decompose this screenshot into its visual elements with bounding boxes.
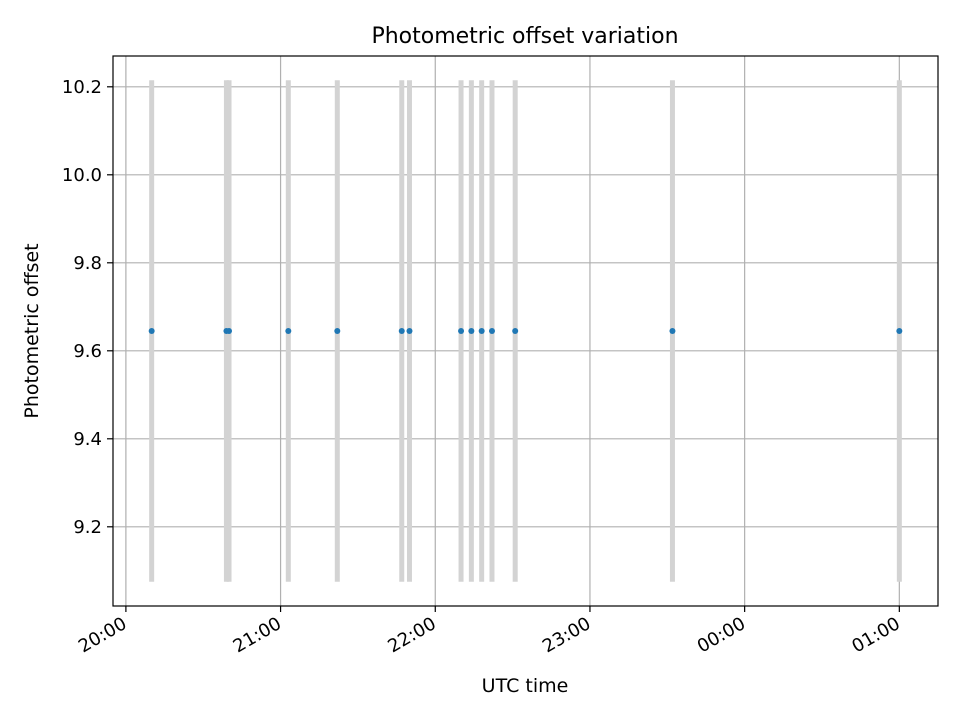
y-tick-label: 9.2	[73, 517, 102, 538]
data-point	[285, 328, 292, 334]
data-point	[406, 328, 413, 334]
x-tick-label: 00:00	[694, 613, 749, 657]
y-tick-label: 9.8	[73, 253, 102, 274]
y-tick-label: 10.2	[62, 77, 102, 98]
x-tick-label: 22:00	[384, 613, 439, 657]
x-axis-label: UTC time	[482, 675, 569, 697]
data-point	[468, 328, 475, 334]
data-point	[896, 328, 903, 334]
data-point	[458, 328, 465, 334]
x-tick-label: 21:00	[230, 613, 285, 657]
data-point	[488, 328, 495, 334]
grid-lines	[113, 56, 938, 606]
error-bars	[149, 80, 902, 582]
data-point	[512, 328, 519, 334]
data-points	[148, 328, 903, 334]
x-tick-label: 01:00	[848, 613, 903, 657]
y-tick-label: 9.4	[73, 429, 102, 450]
x-tick-label: 23:00	[539, 613, 594, 657]
data-point	[226, 328, 233, 334]
data-point	[148, 328, 155, 334]
chart-title: Photometric offset variation	[371, 24, 678, 49]
plot-frame	[112, 55, 939, 607]
x-axis-ticks: 20:00 21:00 22:00 23:00 00:00 01:00	[75, 606, 904, 657]
data-point	[398, 328, 405, 334]
y-axis-label: Photometric offset	[21, 243, 43, 418]
data-point	[478, 328, 485, 334]
y-axis-ticks: 9.2 9.4 9.6 9.8 10.0 10.2	[62, 77, 113, 538]
data-point	[669, 328, 676, 334]
y-tick-label: 10.0	[62, 165, 102, 186]
x-tick-label: 20:00	[75, 613, 130, 657]
y-tick-label: 9.6	[73, 341, 102, 362]
data-point	[334, 328, 341, 334]
